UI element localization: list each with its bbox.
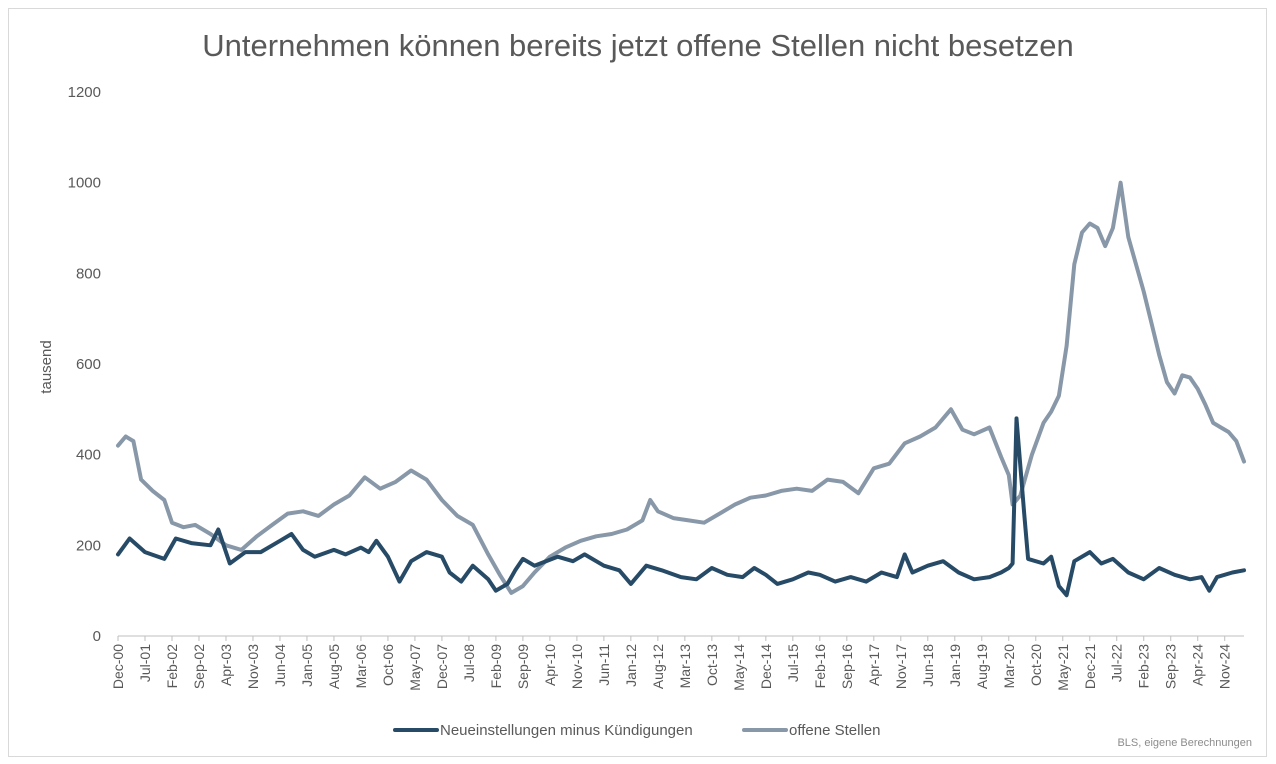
- x-tick-label: Apr-17: [866, 644, 882, 686]
- source-note: BLS, eigene Berechnungen: [1117, 737, 1252, 749]
- x-tick-label: Apr-10: [542, 644, 558, 686]
- x-tick-label: Feb-09: [488, 644, 504, 689]
- x-tick-label: Oct-13: [704, 644, 720, 686]
- x-tick-label: Jun-18: [920, 644, 936, 687]
- x-tick-label: Jul-15: [785, 644, 801, 682]
- x-tick-label: Jun-11: [596, 644, 612, 686]
- x-tick-label: Nov-03: [245, 644, 261, 689]
- x-tick-label: Apr-24: [1190, 644, 1206, 686]
- y-axis-label: tausend: [38, 340, 55, 393]
- y-tick-label: 600: [76, 356, 101, 373]
- y-tick-label: 0: [93, 628, 101, 645]
- x-tick-label: Jan-12: [623, 644, 639, 687]
- chart-title: Unternehmen können bereits jetzt offene …: [202, 28, 1074, 63]
- x-tick-label: Jan-19: [947, 644, 963, 687]
- x-tick-label: Oct-20: [1028, 644, 1044, 686]
- y-tick-label: 800: [76, 265, 101, 282]
- x-tick-label: Apr-03: [218, 644, 234, 686]
- x-tick-label: Jul-22: [1109, 644, 1125, 682]
- x-tick-label: Oct-06: [380, 644, 396, 686]
- x-tick-label: May-14: [731, 644, 747, 691]
- y-tick-label: 1200: [68, 84, 101, 101]
- x-tick-label: Feb-16: [812, 644, 828, 689]
- x-tick-label: Sep-09: [515, 644, 531, 689]
- legend-label: offene Stellen: [789, 722, 880, 739]
- x-tick-label: Dec-21: [1082, 644, 1098, 689]
- x-tick-label: Jul-08: [461, 644, 477, 682]
- x-tick-label: May-07: [407, 644, 423, 691]
- x-tick-label: Mar-06: [353, 644, 369, 689]
- legend-label: Neueinstellungen minus Kündigungen: [440, 722, 693, 739]
- y-tick-label: 400: [76, 447, 101, 464]
- x-tick-label: Jul-01: [137, 644, 153, 682]
- y-tick-label: 1000: [68, 175, 101, 192]
- x-tick-label: Jun-04: [272, 644, 288, 687]
- y-tick-label: 200: [76, 537, 101, 554]
- series-line-neueinstellungen: [116, 416, 1246, 598]
- x-tick-label: Mar-20: [1001, 644, 1017, 689]
- series-line-offene-stellen: [116, 180, 1246, 595]
- x-tick-label: Nov-10: [569, 644, 585, 689]
- x-tick-label: Aug-05: [326, 644, 342, 689]
- x-tick-label: Nov-24: [1217, 644, 1233, 689]
- x-tick-label: Aug-19: [974, 644, 990, 689]
- x-tick-label: Feb-02: [164, 644, 180, 689]
- x-tick-label: Sep-02: [191, 644, 207, 689]
- x-tick-label: Feb-23: [1136, 644, 1152, 689]
- x-tick-label: Sep-23: [1163, 644, 1179, 689]
- x-tick-label: Mar-13: [677, 644, 693, 689]
- chart-lines: [116, 180, 1246, 598]
- x-tick-label: Nov-17: [893, 644, 909, 689]
- y-axis: 0 200 400 600 800 1000 1200: [68, 84, 101, 645]
- legend: Neueinstellungen minus Kündigungen offene…: [393, 722, 880, 739]
- chart-frame: [8, 8, 1267, 757]
- x-tick-label: Jan-05: [299, 644, 315, 687]
- x-tick-label: Dec-00: [110, 644, 126, 689]
- x-axis: Dec-00 Jul-01 Feb-02 Sep-02 Apr-03 Nov-03 Jun-…: [110, 635, 1244, 691]
- x-tick-label: May-21: [1055, 644, 1071, 691]
- x-tick-label: Dec-14: [758, 644, 774, 689]
- x-tick-label: Aug-12: [650, 644, 666, 689]
- x-tick-label: Dec-07: [434, 644, 450, 689]
- x-tick-label: Sep-16: [839, 644, 855, 689]
